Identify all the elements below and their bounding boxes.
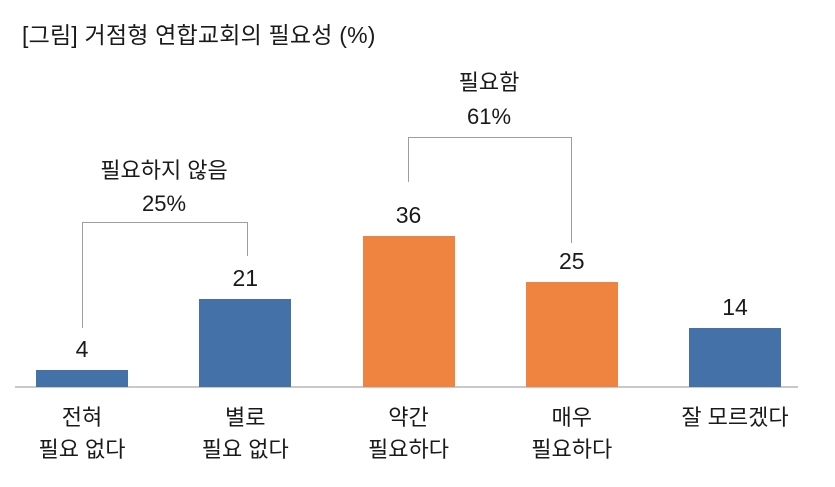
- x-axis-label-line: 약간: [388, 405, 429, 430]
- bar: [362, 235, 455, 387]
- x-axis-label-line: 필요하다: [368, 437, 449, 462]
- x-axis-label-line: 전혀: [61, 405, 103, 430]
- bracket-horizontal-line: [82, 222, 247, 223]
- bracket-left-leg: [82, 222, 83, 328]
- bracket-percent: 61%: [466, 104, 512, 129]
- x-axis-label-line: 매우: [551, 405, 592, 430]
- bar: [525, 282, 618, 387]
- x-axis-label-line: 필요 없다: [38, 437, 126, 462]
- bar: [689, 328, 781, 387]
- bracket-right-leg: [571, 137, 572, 243]
- x-axis-label-line: 필요하다: [531, 437, 613, 462]
- x-axis-label-line: 필요 없다: [201, 437, 289, 462]
- bracket-right-leg: [247, 222, 248, 256]
- bar-value-label: 14: [722, 294, 748, 321]
- bracket-left-leg: [408, 137, 409, 182]
- bar: [36, 370, 128, 387]
- chart-title: [그림] 거점형 연합교회의 필요성 (%): [22, 22, 376, 48]
- x-axis-label: 잘 모르겠다: [635, 402, 835, 434]
- x-axis-line: [15, 386, 798, 388]
- bracket-label-text: 필요하지 않음: [100, 158, 228, 183]
- x-axis-label-line: 잘 모르겠다: [681, 405, 789, 430]
- bracket-percent: 25%: [141, 191, 187, 216]
- bracket-label: 필요하지 않음 25%: [44, 154, 284, 220]
- bar-value-label: 36: [395, 201, 422, 228]
- bracket-horizontal-line: [408, 137, 571, 138]
- bar-value-label: 21: [232, 264, 259, 291]
- bar-value-label: 25: [558, 248, 585, 274]
- x-axis-label-line: 별로: [225, 405, 266, 430]
- bar: [199, 298, 292, 387]
- bar-value-label: 4: [75, 336, 89, 363]
- bracket-label-text: 필요함: [458, 70, 520, 95]
- bracket-label: 필요함 61%: [369, 66, 609, 134]
